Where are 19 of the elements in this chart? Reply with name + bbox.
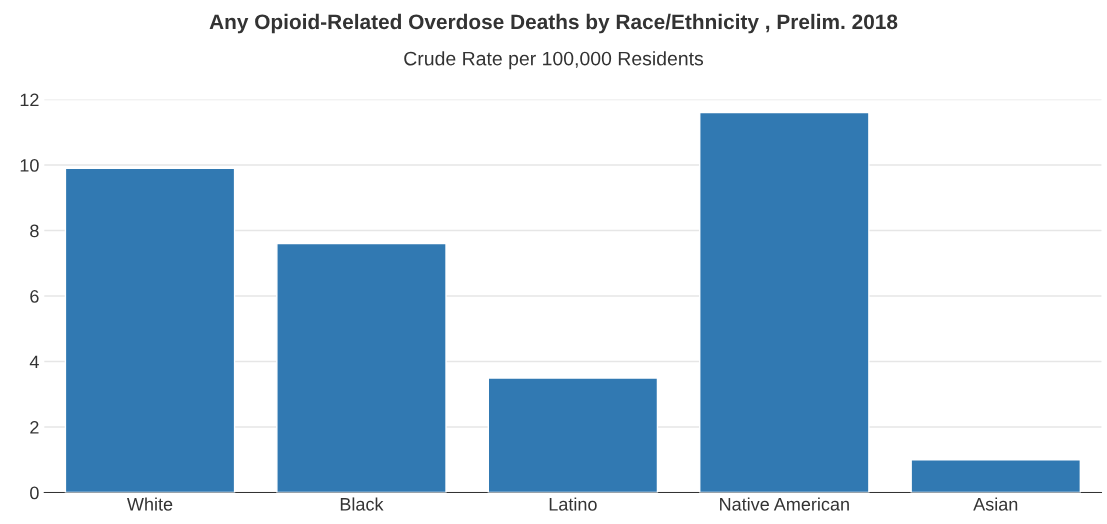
- chart-subtitle: Crude Rate per 100,000 Residents: [404, 51, 704, 70]
- y-tick-label: 0: [30, 486, 39, 500]
- x-tick-label: Latino: [549, 497, 597, 511]
- x-tick-label: Native American: [720, 497, 849, 511]
- y-tick-label: 10: [20, 158, 39, 172]
- y-tick-label: 4: [29, 355, 39, 369]
- y-tick-label: 8: [30, 224, 39, 238]
- y-tick-label: 12: [20, 93, 39, 107]
- y-tick-label: 2: [30, 420, 39, 434]
- bar: [910, 459, 1082, 493]
- y-tick-label: 6: [30, 289, 39, 303]
- x-tick-label: Asian: [973, 497, 1018, 511]
- bar: [487, 377, 659, 493]
- bar: [276, 242, 447, 493]
- x-tick-label: Black: [340, 497, 384, 511]
- bar: [699, 111, 870, 493]
- bar: [64, 167, 236, 493]
- chart-title: Any Opioid-Related Overdose Deaths by Race/Ethnicity , Prelim. 2018: [209, 13, 898, 34]
- x-tick-label: White: [127, 497, 173, 511]
